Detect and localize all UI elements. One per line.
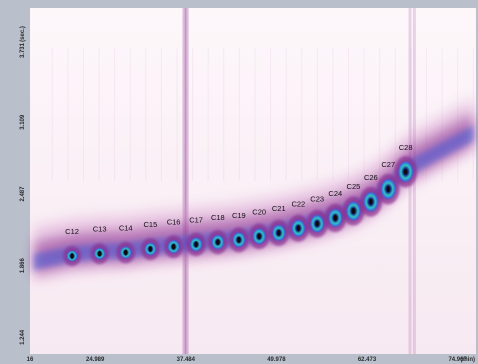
bleed-line — [114, 48, 116, 181]
bleed-line — [176, 48, 178, 181]
y-axis-unit: (sec.) — [20, 26, 26, 42]
streak — [184, 8, 189, 354]
peak-center — [237, 236, 241, 243]
peak-label: C12 — [65, 227, 79, 236]
peak-label: C19 — [232, 211, 246, 220]
peak-center — [171, 243, 176, 250]
peak-label: C25 — [347, 182, 361, 191]
y-tick-label: 1.244 — [20, 329, 26, 345]
x-tick-label: 62.473 — [358, 357, 377, 363]
bleed-line — [51, 48, 53, 181]
bleed-line — [129, 48, 131, 181]
peak-label: C21 — [272, 204, 286, 213]
bleed-line — [223, 48, 225, 181]
peak-center — [369, 198, 373, 205]
bleed-line — [363, 48, 365, 181]
bleed-line — [301, 48, 303, 181]
peak-label: C15 — [144, 220, 158, 229]
peak-center — [351, 207, 356, 214]
peak-center — [257, 233, 261, 240]
bleed-line — [254, 48, 256, 181]
peak-center — [216, 239, 220, 246]
peak-label: C14 — [119, 224, 133, 233]
x-tick-label: 37.484 — [177, 357, 196, 363]
peak-label: C28 — [399, 143, 413, 152]
bleed-line — [316, 48, 318, 181]
peak-center — [296, 225, 300, 232]
y-tick-label: 2.487 — [20, 186, 26, 202]
peak-center — [386, 186, 390, 193]
peak-label: C27 — [381, 160, 395, 169]
peak-center — [277, 229, 281, 236]
peak-center — [98, 250, 102, 257]
streak — [182, 8, 187, 354]
x-tick-label: 16 — [27, 357, 34, 363]
bleed-line — [425, 48, 427, 181]
bleed-line — [285, 48, 287, 181]
bleed-line — [238, 48, 240, 181]
bleed-line — [207, 48, 209, 181]
bleed-line — [67, 48, 69, 181]
bleed-line — [379, 48, 381, 181]
bleed-line — [160, 48, 162, 181]
peak-label: C26 — [364, 173, 378, 182]
peak-blobs — [63, 156, 418, 266]
peak-center — [333, 214, 337, 221]
peak-center — [194, 241, 198, 248]
bleed-line — [332, 48, 334, 181]
x-tick-label: 24.989 — [86, 357, 105, 363]
y-tick-label: 3.731 — [20, 42, 26, 58]
bleed-line — [394, 48, 396, 181]
peak-labels: C12 C13 C14 C15 C16 C17 C18 C19 C20 C21 C22 C23 C24 C… — [65, 143, 412, 236]
peak-label: C17 — [189, 215, 203, 224]
bleed-line — [98, 48, 100, 181]
peak-center — [148, 246, 152, 253]
peak-label: C13 — [93, 225, 107, 234]
peak-label: C16 — [167, 218, 181, 227]
bleed-line — [348, 48, 350, 181]
x-tick-label: 49.978 — [267, 357, 286, 363]
peak-label: C18 — [211, 213, 225, 222]
y-axis-ticks: 1.244 1.866 2.487 3.109 3.731 — [20, 42, 26, 345]
x-axis-unit: (min) — [460, 357, 475, 363]
bleed-line — [192, 48, 194, 181]
bleed-line — [410, 48, 412, 181]
y-tick-label: 1.866 — [20, 257, 26, 273]
x-axis-ticks: 16 24.989 37.484 49.978 62.473 74.967 — [27, 357, 468, 363]
peak-center — [124, 249, 128, 256]
y-tick-label: 3.109 — [20, 114, 26, 130]
x-tick-label: 74.967 — [448, 357, 467, 363]
bleed-line — [145, 48, 147, 181]
band-outer — [33, 112, 474, 275]
peak-label: C24 — [328, 189, 342, 198]
peak-center — [70, 252, 74, 259]
peak-label: C20 — [252, 207, 266, 216]
bleed-line — [270, 48, 272, 181]
peak-center — [315, 220, 319, 227]
bleed-line — [82, 48, 84, 181]
peak-label: C23 — [310, 195, 324, 204]
peak-label: C22 — [291, 199, 305, 208]
peak-center — [404, 168, 408, 175]
